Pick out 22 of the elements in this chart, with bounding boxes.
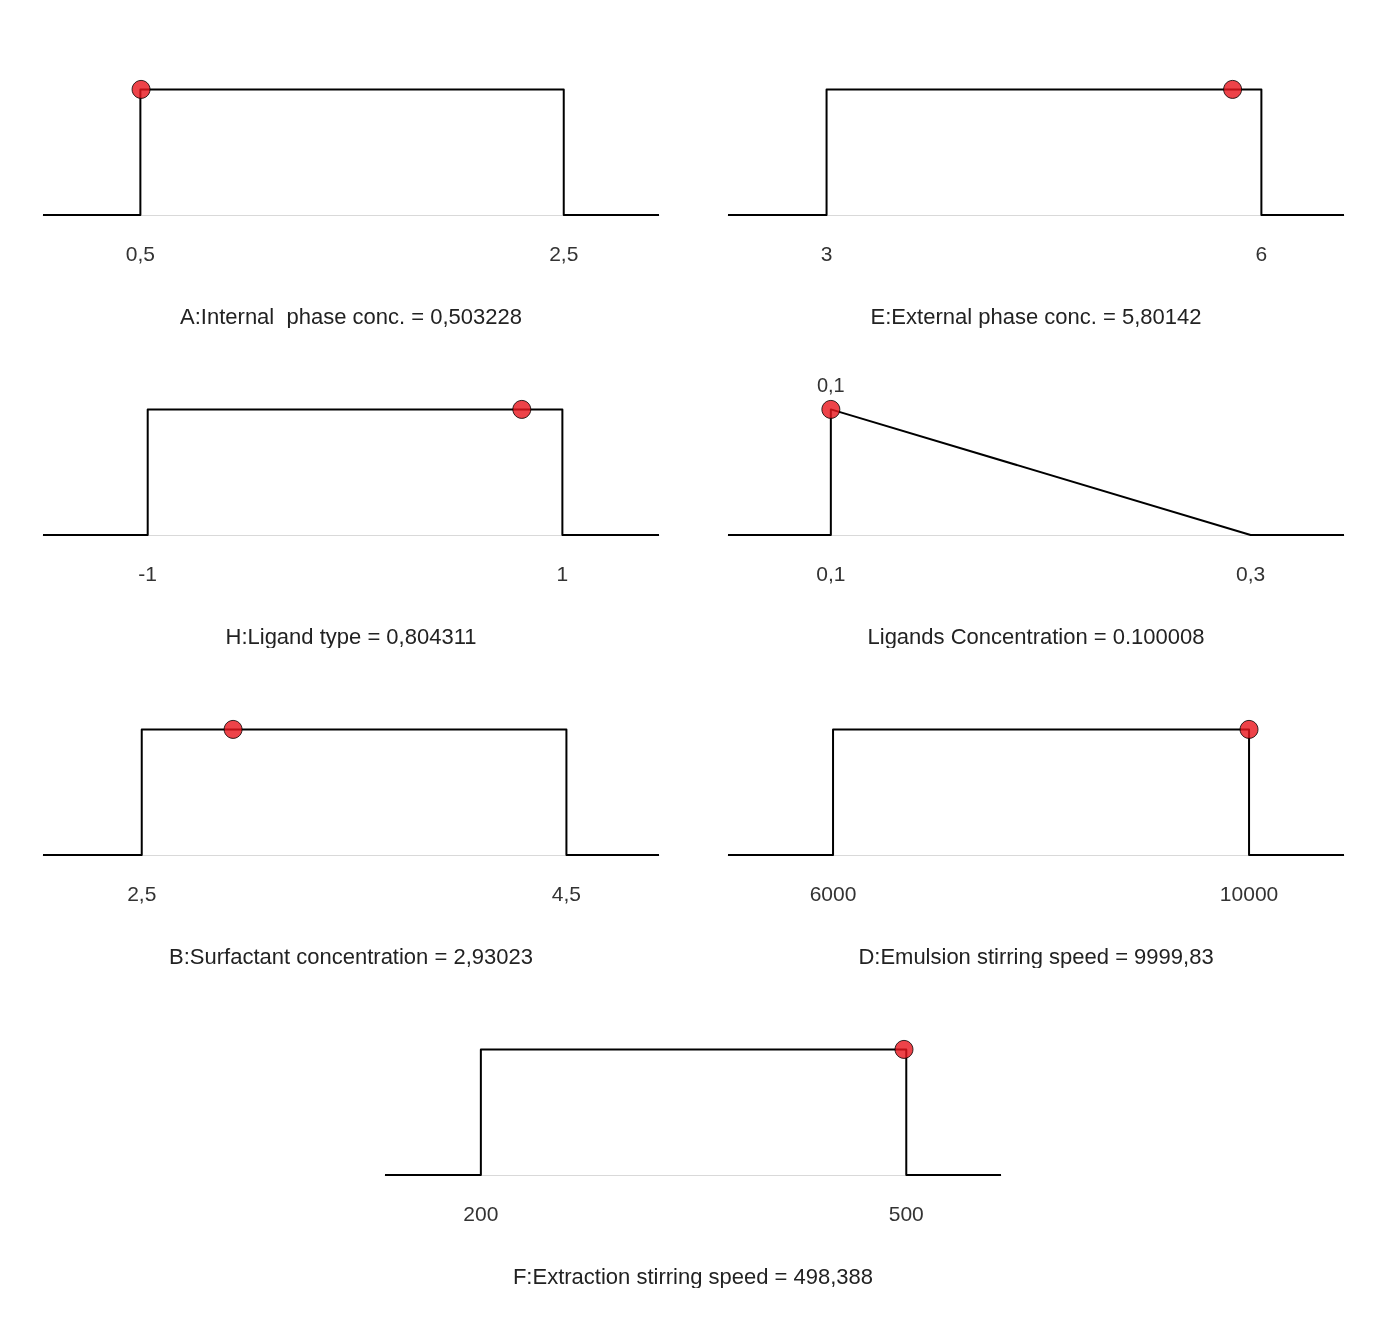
x-axis-title: A:Internal phase conc. = 0,503228 [179,303,522,329]
x-axis-title: H:Ligand type = 0,804311 [225,623,476,649]
x-tick-label: 0,1 [815,562,845,585]
x-axis-title: B:Surfactant concentration = 2,93023 [168,943,533,969]
x-tick-label: 1 [556,562,568,585]
x-axis-title: D:Emulsion stirring speed = 9999,83 [857,943,1214,969]
x-tick-label: 10000 [1219,882,1278,905]
x-tick-label: 2,5 [548,242,578,265]
x-tick-label: 4,5 [551,882,581,905]
x-axis-title: E:External phase conc. = 5,80142 [870,303,1201,329]
x-tick-label: 0,5 [125,242,155,265]
x-tick-label: 3 [820,242,832,265]
x-axis-title: Ligands Concentration = 0.100008 [867,623,1204,649]
annotation: 0,1 [816,374,845,397]
x-tick-label: 2,5 [126,882,156,905]
x-tick-label: 500 [888,1202,924,1225]
x-tick-label: 200 [463,1202,499,1225]
x-tick-label: 6 [1255,242,1267,265]
x-tick-label: 6000 [809,882,856,905]
x-axis-title: F:Extraction stirring speed = 498,388 [512,1263,874,1289]
x-tick-label: 0,3 [1235,562,1265,585]
x-tick-label: -1 [137,562,157,585]
